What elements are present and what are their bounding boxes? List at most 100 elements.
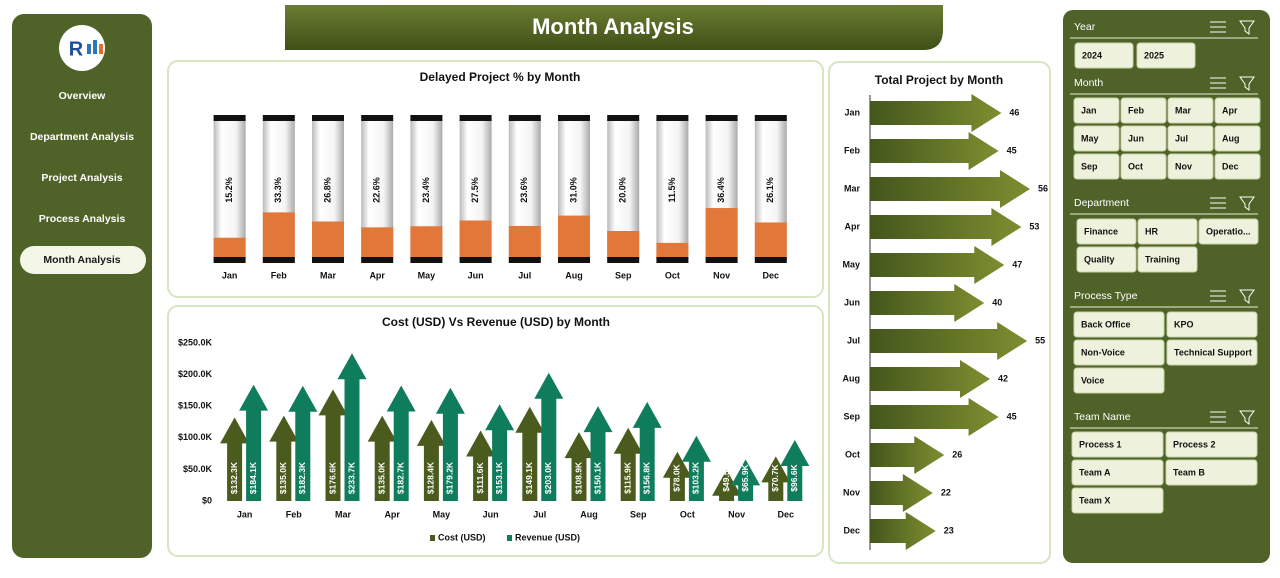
slicer-item[interactable]: 2024: [1082, 50, 1102, 60]
slicer-button[interactable]: [1167, 153, 1214, 180]
slicer-item[interactable]: Jan: [1081, 105, 1097, 115]
bar: [262, 212, 295, 259]
slicer-item[interactable]: Team B: [1173, 467, 1205, 477]
slicer-item[interactable]: Team A: [1079, 467, 1111, 477]
slicer-item[interactable]: Nov: [1175, 161, 1192, 171]
nav-item[interactable]: Process Analysis: [39, 213, 126, 225]
data-label: $108.9K: [573, 461, 583, 494]
slicer-button[interactable]: [1120, 125, 1167, 152]
slicer-button[interactable]: [1165, 431, 1258, 458]
slicer-item[interactable]: Operatio...: [1206, 226, 1251, 236]
slicer-button[interactable]: [1073, 339, 1165, 366]
nav-item[interactable]: Department Analysis: [30, 131, 134, 143]
slicer-button[interactable]: [1120, 153, 1167, 180]
arrow-bar: [870, 322, 1028, 360]
slicer-item[interactable]: Back Office: [1081, 319, 1131, 329]
slicer-item[interactable]: Sep: [1081, 161, 1098, 171]
slicer-item[interactable]: Process 2: [1173, 439, 1216, 449]
slicer-button[interactable]: [1071, 459, 1164, 486]
slicer-button[interactable]: [1166, 311, 1258, 338]
nav-item[interactable]: Project Analysis: [41, 172, 122, 184]
nav-item[interactable]: Month Analysis: [43, 254, 120, 266]
bar: [754, 222, 787, 259]
slicer-item[interactable]: KPO: [1174, 319, 1194, 329]
arrow-bar: [870, 436, 945, 474]
slicer-button[interactable]: [1167, 97, 1214, 124]
cylinder-cap: [361, 257, 394, 263]
clear-filter-icon[interactable]: [1210, 196, 1255, 211]
slicer-item[interactable]: Jun: [1128, 133, 1144, 143]
slicer-item[interactable]: Technical Support: [1174, 347, 1252, 357]
slicer-item[interactable]: Apr: [1222, 105, 1238, 115]
data-label: $115.9K: [622, 461, 632, 494]
arrow-bar: [564, 432, 594, 501]
y-tick-label: $50.0K: [183, 464, 213, 474]
slicer-button[interactable]: [1214, 153, 1261, 180]
clear-filter-icon[interactable]: [1210, 76, 1255, 91]
slicer-button[interactable]: [1198, 218, 1259, 245]
slicer-item[interactable]: Dec: [1222, 161, 1239, 171]
y-tick-label: May: [842, 259, 860, 269]
slicer-item[interactable]: Voice: [1081, 375, 1104, 385]
cylinder-cap: [754, 257, 787, 263]
x-tick-label: Nov: [713, 270, 730, 280]
data-label: $96.6K: [789, 463, 799, 491]
nav-item[interactable]: Overview: [59, 90, 107, 102]
y-tick-label: $250.0K: [178, 337, 213, 347]
cylinder-cap: [213, 257, 246, 263]
slicer-button[interactable]: [1214, 125, 1261, 152]
slicer-button[interactable]: [1073, 97, 1120, 124]
bar: [213, 237, 246, 259]
slicer-button[interactable]: [1120, 97, 1167, 124]
slicer-item[interactable]: Non-Voice: [1081, 347, 1125, 357]
arrow-bar: [870, 208, 1022, 246]
slicer-item[interactable]: 2025: [1144, 50, 1164, 60]
slicer-button[interactable]: [1074, 42, 1134, 69]
data-label: 45: [1007, 411, 1017, 421]
slicer-item[interactable]: Aug: [1222, 133, 1240, 143]
slicer-item[interactable]: Training: [1145, 254, 1180, 264]
cylinder-cap: [508, 257, 541, 263]
slicer-button[interactable]: [1166, 339, 1258, 366]
slicer-item[interactable]: Finance: [1084, 226, 1118, 236]
slicer-button[interactable]: [1137, 218, 1198, 245]
slicer-item[interactable]: Team X: [1079, 495, 1110, 505]
arrow-bar: [288, 385, 318, 501]
slicer-item[interactable]: Process 1: [1079, 439, 1122, 449]
slicer-item[interactable]: HR: [1145, 226, 1158, 236]
slicer-button[interactable]: [1073, 125, 1120, 152]
slicer-button[interactable]: [1073, 311, 1165, 338]
slicer-item[interactable]: Quality: [1084, 254, 1115, 264]
arrow-bar: [386, 385, 416, 501]
clear-filter-icon[interactable]: [1210, 410, 1255, 425]
cylinder-cap: [312, 257, 344, 263]
slicer-button[interactable]: [1165, 459, 1258, 486]
clear-filter-icon[interactable]: [1210, 20, 1255, 35]
slicer-button[interactable]: [1214, 97, 1261, 124]
data-label: $153.1K: [494, 461, 504, 494]
slicer-item[interactable]: Feb: [1128, 105, 1145, 115]
data-label: 55: [1035, 335, 1045, 345]
x-tick-label: May: [433, 509, 451, 519]
slicer-item[interactable]: Mar: [1175, 105, 1192, 115]
slicer-button[interactable]: [1136, 42, 1196, 69]
y-tick-label: Mar: [844, 183, 861, 193]
data-label: 15.2%: [224, 177, 234, 203]
slicer-button[interactable]: [1073, 367, 1165, 394]
clear-filter-icon[interactable]: [1210, 289, 1255, 304]
cylinder-cap: [508, 115, 541, 121]
slicer-item[interactable]: May: [1081, 133, 1099, 143]
slicer-button[interactable]: [1071, 487, 1164, 514]
slicer-button[interactable]: [1073, 153, 1120, 180]
cylinder-cap: [213, 115, 246, 121]
data-label: 46: [1009, 107, 1019, 117]
cylinder-cap: [459, 115, 492, 121]
slicer-button[interactable]: [1076, 218, 1137, 245]
slicer-button[interactable]: [1076, 246, 1137, 273]
chart-title: Cost (USD) Vs Revenue (USD) by Month: [382, 315, 610, 329]
slicer-item[interactable]: Jul: [1175, 133, 1188, 143]
slicer-button[interactable]: [1137, 246, 1198, 273]
slicer-item[interactable]: Oct: [1128, 161, 1143, 171]
slicer-button[interactable]: [1167, 125, 1214, 152]
slicer-button[interactable]: [1071, 431, 1164, 458]
